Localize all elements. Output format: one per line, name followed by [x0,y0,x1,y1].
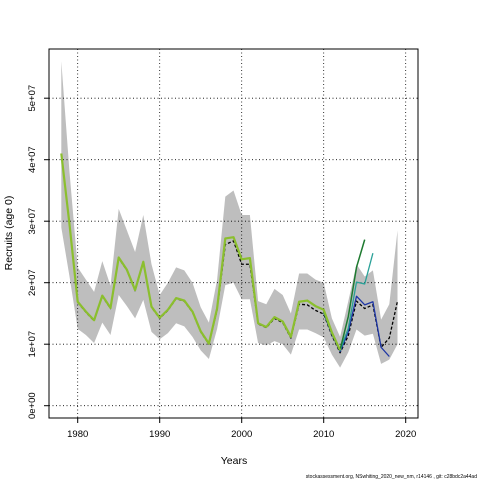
footer-credit: stockassessment.org, NSwhiting_2020_new_… [306,474,477,480]
confidence-band-layer [61,61,398,368]
y-tick-label-3: 3e+07 [27,208,38,235]
y-axis: 0e+00 1e+07 2e+07 3e+07 4e+07 5e+07 [27,85,49,419]
x-tick-label-1: 1990 [149,429,170,440]
x-tick-label-0: 1980 [67,429,88,440]
x-tick-label-4: 2020 [395,429,416,440]
y-tick-label-4: 4e+07 [27,146,38,173]
y-tick-label-1: 1e+07 [27,331,38,358]
y-tick-label-2: 2e+07 [27,269,38,296]
series-layer [60,153,399,357]
y-tick-label-5: 5e+07 [27,85,38,112]
x-tick-label-3: 2010 [313,429,334,440]
confidence-band [61,61,398,368]
y-tick-label-0: 0e+00 [27,392,38,419]
series-line-4 [60,153,342,351]
x-axis: 1980 1990 2000 2010 2020 [67,418,416,440]
y-axis-title: Recruits (age 0) [3,196,15,271]
x-axis-title: Years [221,455,247,467]
x-tick-label-2: 2000 [231,429,252,440]
plot-frame [48,48,419,419]
